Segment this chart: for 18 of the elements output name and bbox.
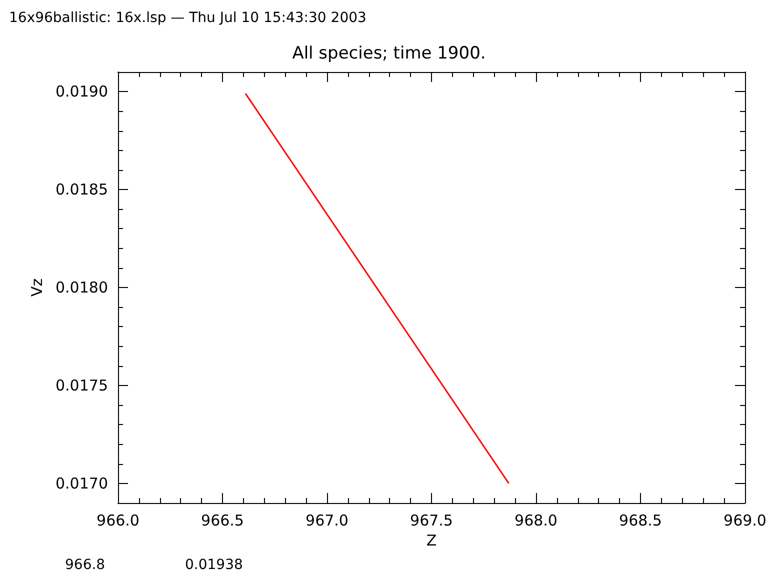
x-tick-label: 969.0 (724, 512, 766, 530)
y-tick-label: 0.0185 (56, 180, 108, 199)
chart-subtitle: 16x96ballistic: 16x.lsp — Thu Jul 10 15:43:30 2003 (9, 10, 366, 26)
x-tick-label: 966.0 (96, 512, 140, 530)
text: 0.01938 (185, 557, 243, 573)
y-tick-label: 0.0180 (56, 278, 108, 296)
y-tick-label: 0.0175 (56, 376, 108, 394)
text: 966.8 (65, 557, 106, 573)
y-tick-label: 0.0170 (56, 474, 108, 492)
y-tick-label: 0.0190 (56, 82, 108, 101)
chart-title: All species; time 1900. (292, 44, 486, 64)
x-tick-label: 967.0 (306, 512, 348, 530)
x-tick-label: 968.5 (619, 512, 662, 530)
x-tick-label: 968.0 (514, 512, 558, 530)
y-axis-title: Vz (28, 278, 46, 297)
x-tick-label: 967.5 (410, 512, 453, 530)
x-tick-label: 966.5 (201, 512, 244, 530)
x-axis-title: Z (426, 532, 437, 550)
